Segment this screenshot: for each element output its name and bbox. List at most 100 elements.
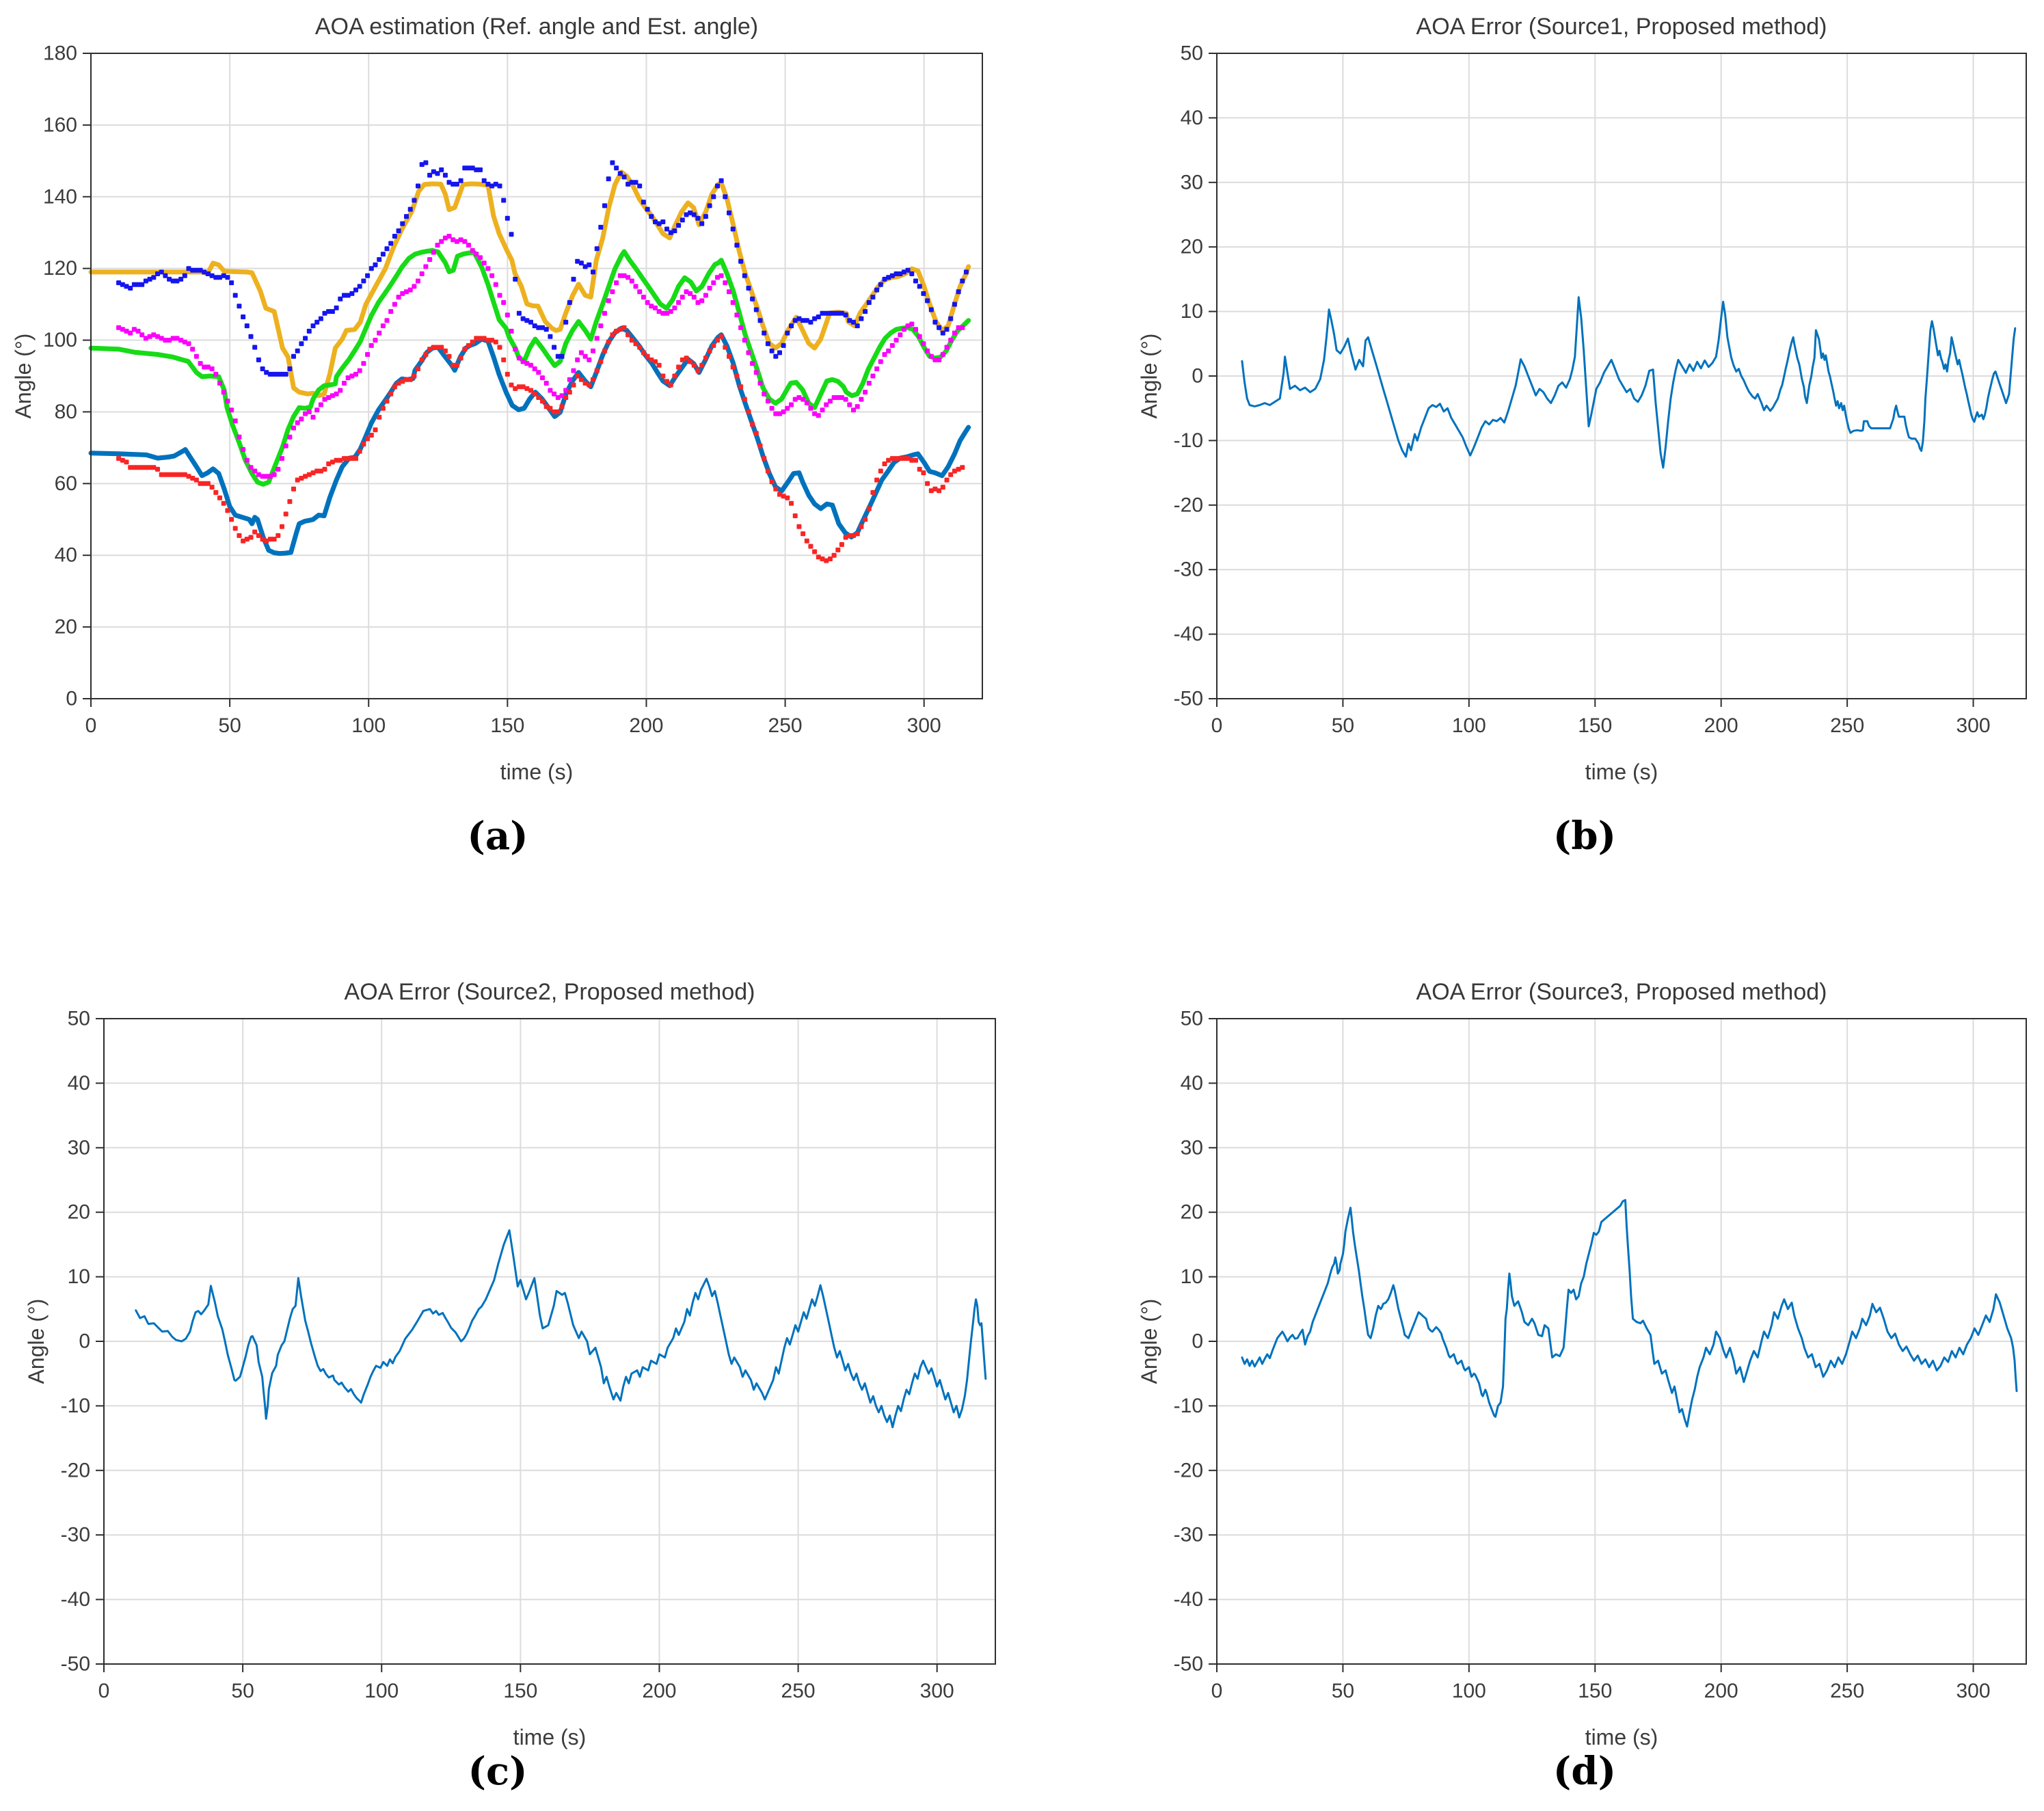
data-dot (392, 384, 397, 390)
data-dot (602, 203, 607, 209)
data-dot (365, 436, 371, 442)
y-tick-label: 0 (79, 1330, 90, 1353)
data-dot (120, 282, 125, 287)
data-dot (956, 325, 961, 330)
data-dot (280, 524, 284, 529)
data-dot (831, 395, 837, 400)
data-dot (454, 181, 459, 187)
data-dot (345, 293, 351, 298)
data-dot (462, 347, 468, 352)
data-dot (913, 457, 918, 463)
data-dot (116, 280, 122, 286)
y-tick-label: -30 (1174, 559, 1203, 581)
data-dot (252, 345, 258, 350)
data-dot (221, 500, 226, 506)
data-dot (893, 271, 899, 276)
data-dot (497, 293, 502, 298)
data-dot (827, 399, 833, 404)
data-dot (198, 481, 203, 486)
y-tick-label: 20 (1181, 236, 1203, 258)
data-dot (505, 371, 510, 377)
data-dot (151, 465, 157, 470)
data-dot (388, 309, 394, 314)
series-line (135, 1229, 987, 1429)
data-dot (948, 316, 954, 321)
data-dot (478, 167, 483, 172)
data-dot (688, 359, 693, 364)
subplot-label-c: (c) (468, 1749, 528, 1794)
data-dot (135, 465, 141, 470)
data-dot (847, 533, 852, 538)
data-dot (380, 405, 386, 411)
data-dot (520, 316, 526, 321)
x-tick-label: 50 (218, 714, 241, 737)
data-dot (431, 250, 436, 255)
data-dot (684, 212, 689, 217)
data-dot (182, 273, 187, 278)
data-dot (299, 341, 304, 347)
data-dot (870, 295, 876, 300)
data-dot (835, 547, 841, 552)
panel-title: AOA Error (Source1, Proposed method) (1416, 14, 1827, 40)
data-dot (548, 405, 553, 411)
y-tick-label: 40 (55, 544, 77, 567)
data-dot (520, 384, 526, 390)
data-dot (163, 472, 168, 477)
data-dot (485, 266, 491, 271)
data-dot (925, 348, 930, 353)
x-tick-label: 250 (1830, 1680, 1864, 1702)
data-dot (656, 221, 662, 226)
data-dot (944, 327, 950, 332)
data-dot (781, 494, 786, 499)
series-line (88, 170, 971, 399)
data-dot (843, 535, 848, 540)
data-dot (804, 318, 809, 323)
data-dot (516, 310, 522, 316)
data-dot (851, 319, 856, 325)
data-dot (170, 336, 176, 341)
subplot-label-a: (a) (467, 814, 528, 859)
data-dot (688, 291, 693, 296)
y-tick-label: -50 (1174, 1653, 1203, 1676)
data-dot (318, 468, 323, 474)
data-dot (330, 393, 335, 399)
data-dot (781, 343, 786, 348)
x-tick-label: 200 (642, 1680, 676, 1702)
data-dot (824, 558, 829, 563)
data-dot (653, 219, 658, 224)
data-dot (470, 165, 475, 171)
data-dot (851, 533, 856, 538)
data-dot (594, 336, 600, 341)
data-dot (198, 267, 203, 273)
data-dot (439, 345, 444, 350)
data-dot (610, 289, 615, 295)
panel-b: 0 50 100 150 200 250 300 -50 -40 -30 -20 -10 0 10 20 30… (1137, 14, 2027, 784)
data-dot (649, 357, 654, 362)
data-dot (633, 180, 638, 185)
panel-title: AOA estimation (Ref. angle and Est. angl… (315, 14, 758, 40)
data-dot (442, 172, 448, 178)
data-dot (742, 338, 747, 343)
data-dot (668, 230, 673, 235)
data-dot (368, 433, 374, 438)
data-dot (368, 343, 374, 348)
data-dot (326, 461, 332, 466)
data-dot (232, 293, 238, 298)
data-dot (536, 370, 541, 375)
data-dot (893, 338, 899, 343)
data-dot (960, 278, 965, 284)
data-dot (349, 291, 355, 296)
data-dot (606, 176, 611, 182)
data-dot (878, 468, 883, 474)
data-dot (454, 362, 459, 368)
data-dot (338, 388, 343, 393)
data-dot (478, 336, 483, 341)
data-dot (730, 300, 736, 305)
panel-c: 0 50 100 150 200 250 300 -50 -40 -30 -20 -10 0 10 20 30… (24, 979, 996, 1749)
data-dot (431, 345, 436, 350)
series-dots (116, 325, 965, 563)
data-dot (481, 178, 487, 183)
data-dot (388, 391, 394, 397)
data-dot (283, 511, 288, 517)
data-dot (361, 442, 366, 447)
